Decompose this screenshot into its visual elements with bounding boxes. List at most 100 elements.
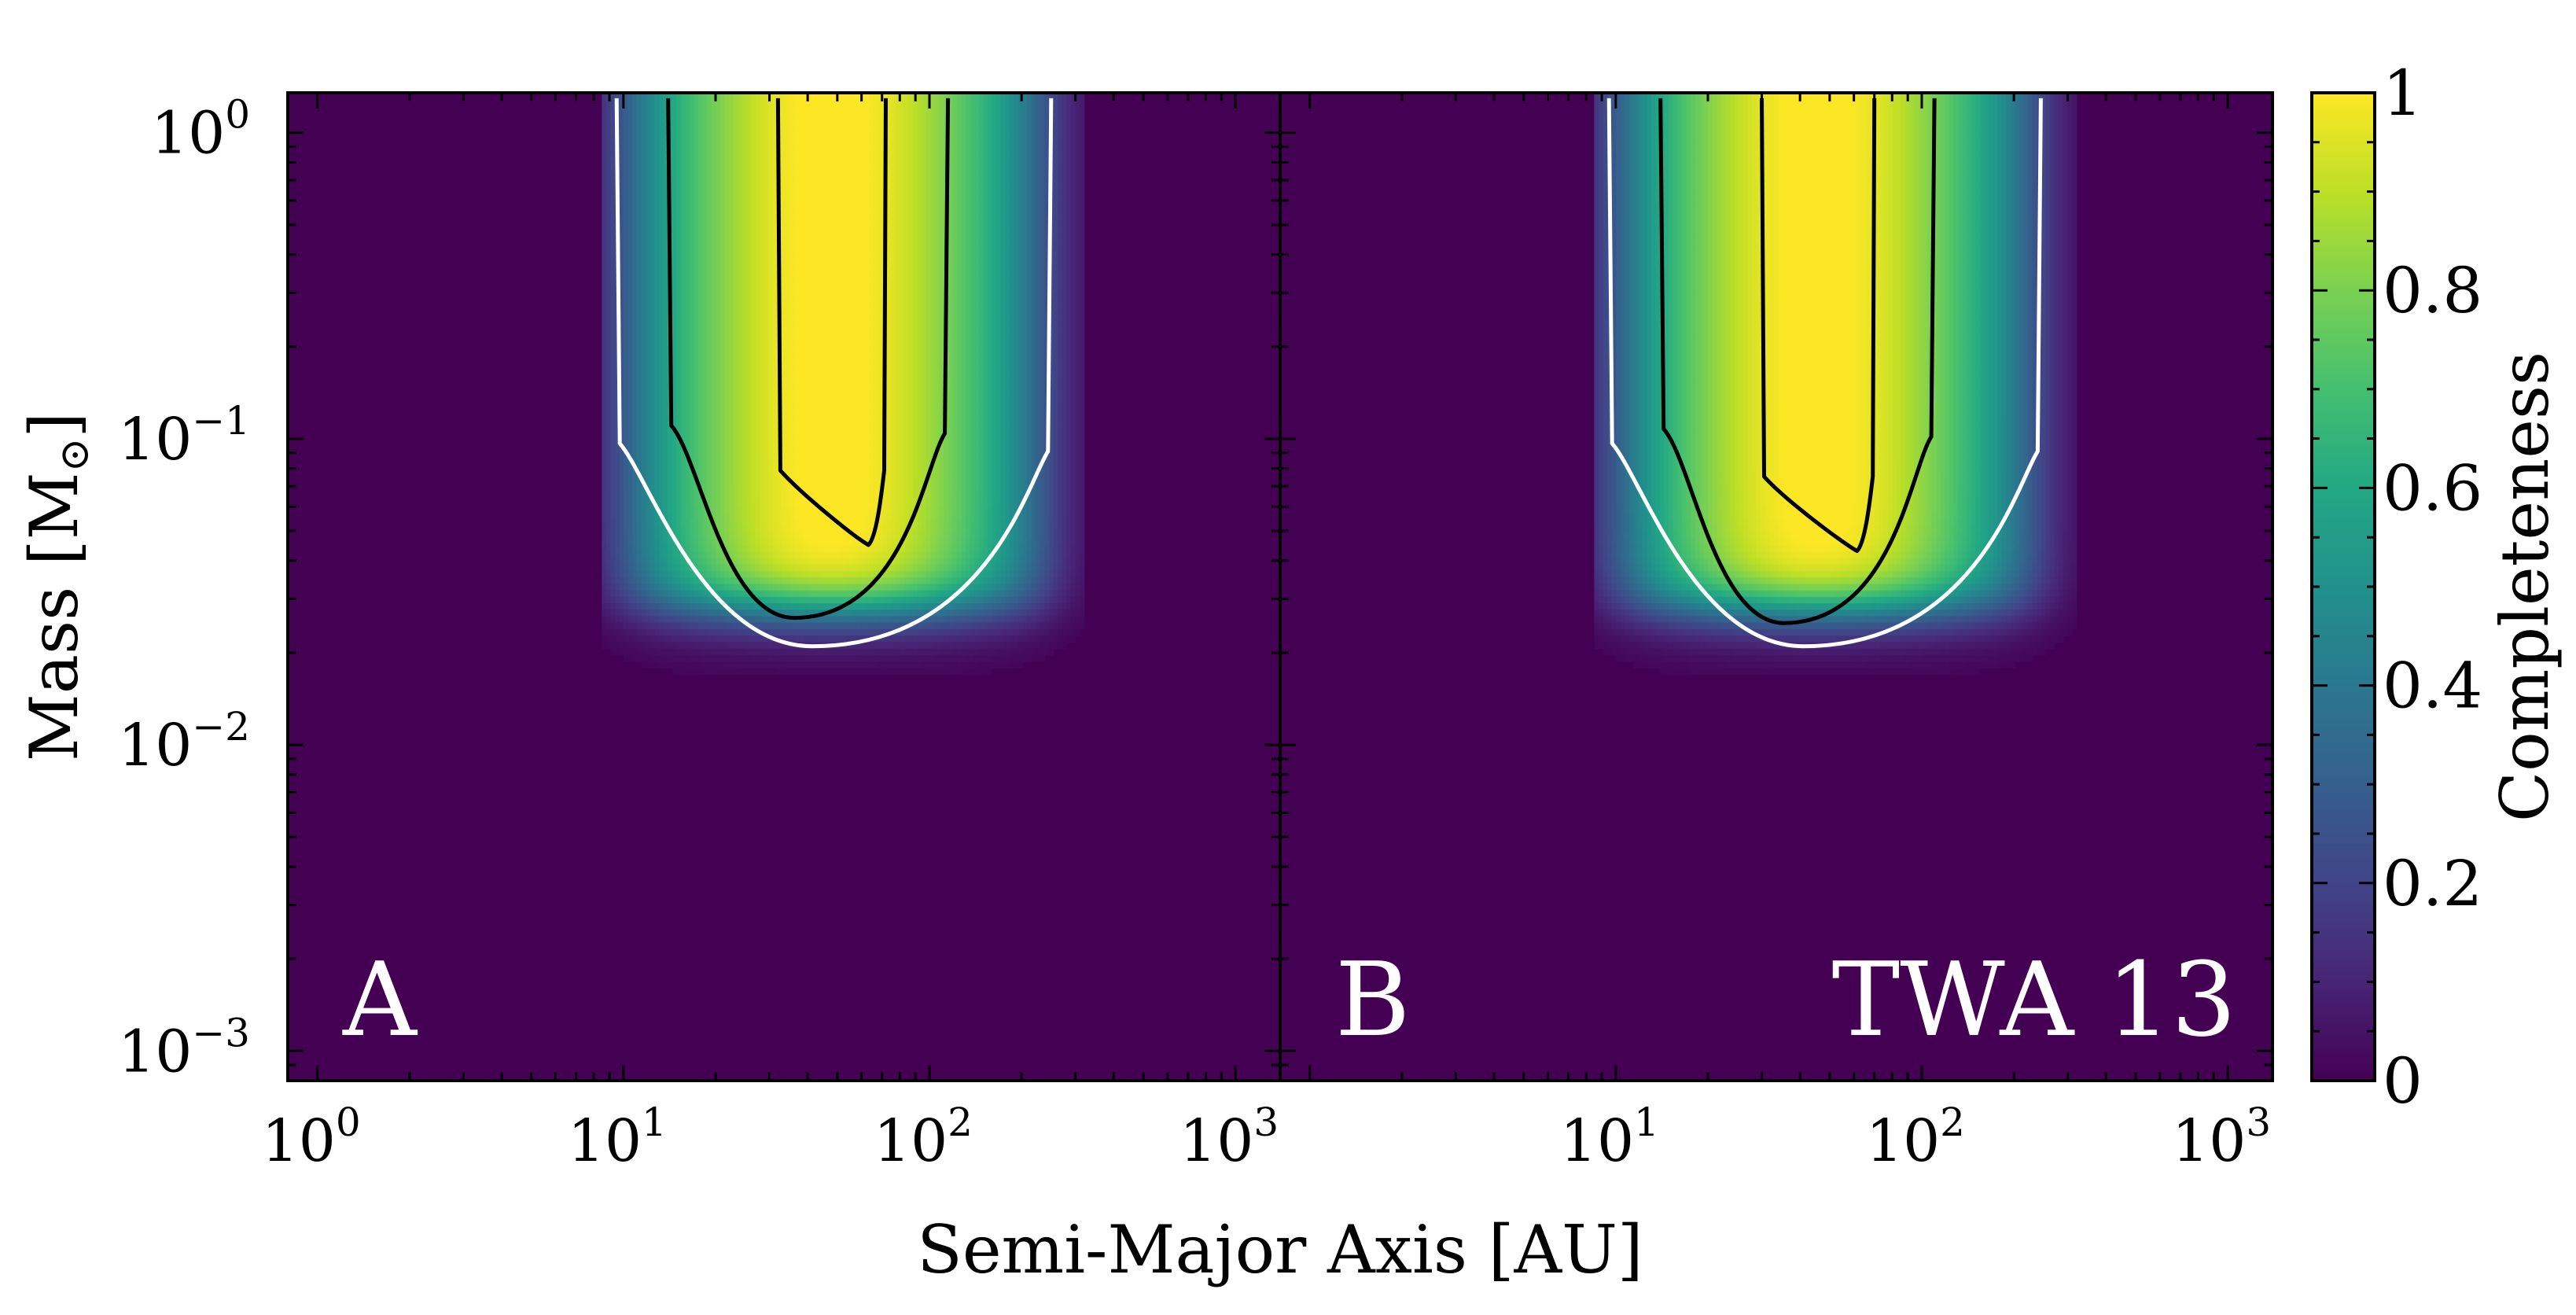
- heatmap-cell: [834, 435, 840, 443]
- heatmap-cell: [719, 461, 726, 469]
- heatmap-cell: [772, 93, 778, 100]
- heatmap-cell: [729, 93, 734, 100]
- heatmap-cell: [698, 196, 704, 204]
- heatmap-cell: [746, 532, 752, 540]
- heatmap-cell: [627, 642, 634, 650]
- heatmap-cell: [821, 403, 826, 411]
- heatmap-cell: [755, 577, 760, 585]
- heatmap-cell: [663, 280, 668, 288]
- heatmap-cell: [772, 493, 778, 501]
- heatmap-cell: [724, 506, 730, 514]
- heatmap-cell: [812, 584, 818, 591]
- heatmap-cell: [610, 370, 616, 378]
- heatmap-cell: [619, 241, 625, 249]
- heatmap-cell: [764, 610, 769, 617]
- heatmap-cell: [755, 370, 760, 378]
- heatmap-cell: [742, 429, 748, 436]
- heatmap-cell: [781, 93, 787, 100]
- heatmap-cell: [711, 461, 717, 469]
- heatmap-cell: [672, 487, 677, 495]
- heatmap-cell: [672, 254, 677, 262]
- heatmap-cell: [685, 234, 690, 242]
- heatmap-cell: [738, 332, 743, 339]
- heatmap-cell: [746, 222, 752, 230]
- heatmap-cell: [672, 448, 677, 455]
- heatmap-cell: [641, 99, 646, 107]
- heatmap-cell: [689, 144, 695, 152]
- heatmap-cell: [729, 389, 734, 397]
- heatmap-cell: [790, 467, 796, 475]
- heatmap-cell: [685, 293, 690, 300]
- heatmap-cell: [786, 622, 791, 630]
- heatmap-cell: [694, 654, 699, 662]
- heatmap-cell: [764, 473, 769, 481]
- heatmap-cell: [803, 105, 809, 113]
- heatmap-cell: [632, 357, 638, 365]
- heatmap-cell: [838, 319, 844, 326]
- heatmap-cell: [738, 215, 743, 223]
- heatmap-cell: [760, 215, 765, 223]
- heatmap-cell: [602, 519, 607, 527]
- heatmap-cell: [781, 577, 787, 585]
- heatmap-cell: [650, 551, 656, 559]
- heatmap-cell: [602, 125, 607, 133]
- heatmap-cell: [672, 332, 677, 339]
- heatmap-cell: [650, 525, 656, 533]
- heatmap-cell: [646, 525, 651, 533]
- heatmap-cell: [733, 248, 738, 256]
- heatmap-cell: [786, 635, 791, 643]
- heatmap-cell: [698, 144, 704, 152]
- heatmap-cell: [676, 351, 682, 359]
- heatmap-cell: [619, 286, 625, 294]
- heatmap-cell: [689, 506, 695, 514]
- heatmap-cell: [627, 190, 634, 197]
- heatmap-cell: [825, 558, 831, 565]
- heatmap-cell: [750, 183, 756, 190]
- heatmap-cell: [702, 299, 708, 307]
- heatmap-cell: [624, 564, 629, 572]
- heatmap-cell: [816, 584, 822, 591]
- heatmap-cell: [610, 377, 616, 385]
- heatmap-cell: [689, 409, 695, 417]
- heatmap-cell: [821, 370, 826, 378]
- heatmap-cell: [685, 260, 690, 268]
- heatmap-cell: [729, 654, 734, 662]
- heatmap-cell: [733, 622, 738, 630]
- heatmap-cell: [838, 93, 844, 100]
- heatmap-cell: [650, 157, 656, 165]
- heatmap-cell: [685, 596, 690, 604]
- heatmap-cell: [729, 176, 734, 184]
- heatmap-cell: [694, 467, 699, 475]
- heatmap-cell: [698, 370, 704, 378]
- heatmap-cell: [685, 616, 690, 624]
- heatmap-cell: [733, 196, 738, 204]
- heatmap-cell: [794, 202, 800, 210]
- heatmap-cell: [658, 344, 664, 352]
- heatmap-cell: [685, 571, 690, 578]
- heatmap-cell: [610, 280, 616, 288]
- heatmap-cell: [724, 202, 730, 210]
- heatmap-cell: [624, 545, 629, 553]
- heatmap-cell: [821, 99, 826, 107]
- heatmap-cell: [663, 654, 668, 662]
- heatmap-cell: [742, 377, 748, 385]
- heatmap-cell: [676, 422, 682, 429]
- heatmap-cell: [685, 280, 690, 288]
- heatmap-cell: [768, 461, 774, 469]
- heatmap-cell: [843, 222, 848, 230]
- heatmap-cell: [733, 260, 738, 268]
- heatmap-cell: [676, 654, 682, 662]
- heatmap-cell: [781, 558, 787, 565]
- heatmap-cell: [650, 415, 656, 423]
- heatmap-cell: [646, 138, 651, 145]
- heatmap-cell: [694, 144, 699, 152]
- heatmap-cell: [619, 590, 625, 598]
- heatmap-cell: [781, 628, 787, 636]
- heatmap-cell: [746, 487, 752, 495]
- heatmap-cell: [825, 93, 831, 100]
- heatmap-cell: [799, 538, 804, 546]
- heatmap-cell: [786, 357, 791, 365]
- heatmap-cell: [746, 545, 752, 553]
- heatmap-cell: [624, 234, 629, 242]
- heatmap-cell: [821, 208, 826, 216]
